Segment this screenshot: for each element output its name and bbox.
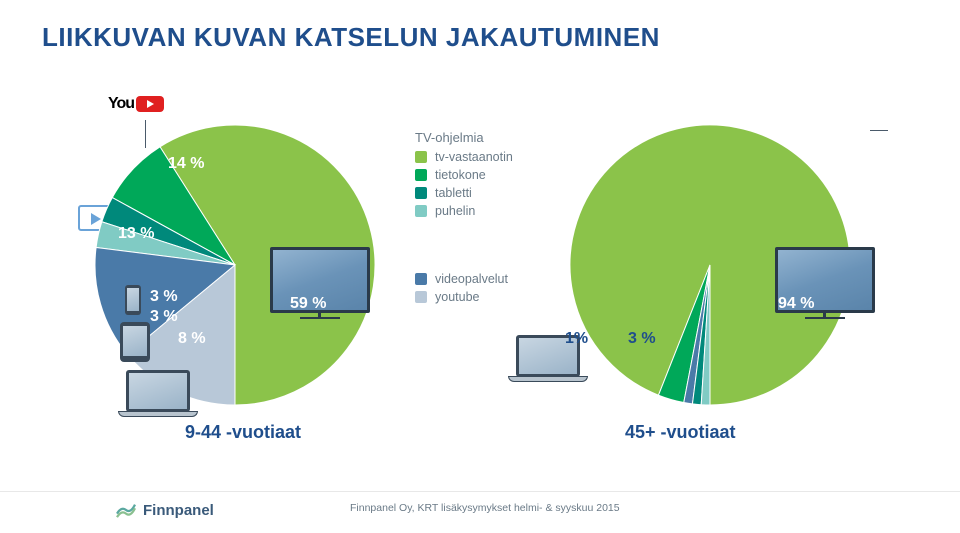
legend-swatch — [415, 291, 427, 303]
youtube-play-icon — [136, 96, 164, 112]
legend-swatch — [415, 151, 427, 163]
brand-name: Finnpanel — [143, 502, 214, 519]
tablet-icon — [120, 322, 150, 362]
legend-item: tv-vastaanotin — [415, 150, 513, 164]
slice-label: 1% — [565, 330, 588, 348]
legend-label: videopalvelut — [435, 272, 508, 286]
slice-label: 3 % — [628, 330, 656, 348]
legend-item: puhelin — [415, 204, 513, 218]
callout-line — [870, 130, 888, 131]
slice-label: 3 % — [150, 288, 178, 306]
legend-label: youtube — [435, 290, 479, 304]
legend-item: videopalvelut — [415, 272, 508, 286]
brand-mark-icon — [115, 501, 137, 519]
legend-swatch — [415, 187, 427, 199]
legend-item: tietokone — [415, 168, 513, 182]
brand-logo: Finnpanel — [115, 501, 214, 519]
legend-heading: TV-ohjelmia — [415, 130, 513, 145]
legend-block-video: videopalvelut youtube — [415, 272, 508, 308]
slice-label: 3 % — [150, 308, 178, 326]
legend-swatch — [415, 273, 427, 285]
slice-label: 59 % — [290, 295, 326, 313]
legend-swatch — [415, 205, 427, 217]
laptop-icon — [118, 370, 198, 417]
age-label-right: 45+ -vuotiaat — [625, 418, 736, 447]
youtube-logo: You — [108, 95, 164, 113]
youtube-text: You — [108, 95, 134, 113]
legend-label: tv-vastaanotin — [435, 150, 513, 164]
slice-label: 8 % — [178, 330, 206, 348]
slice-label: 94 % — [778, 295, 814, 313]
page-title: LIIKKUVAN KUVAN KATSELUN JAKAUTUMINEN — [42, 22, 660, 53]
legend-block-tv: TV-ohjelmia tv-vastaanotin tietokone table… — [415, 130, 513, 222]
footer: Finnpanel Finnpanel Oy, KRT lisäkysymyks… — [0, 491, 960, 527]
age-label-left: 9-44 -vuotiaat — [185, 418, 301, 447]
legend-item: tabletti — [415, 186, 513, 200]
slice-label: 13 % — [118, 225, 154, 243]
footer-text: Finnpanel Oy, KRT lisäkysymykset helmi- … — [350, 502, 620, 514]
legend-item: youtube — [415, 290, 508, 304]
legend-label: tabletti — [435, 186, 472, 200]
legend-label: tietokone — [435, 168, 486, 182]
phone-icon — [125, 285, 141, 315]
legend-label: puhelin — [435, 204, 475, 218]
slice-label: 14 % — [168, 155, 204, 173]
legend-swatch — [415, 169, 427, 181]
